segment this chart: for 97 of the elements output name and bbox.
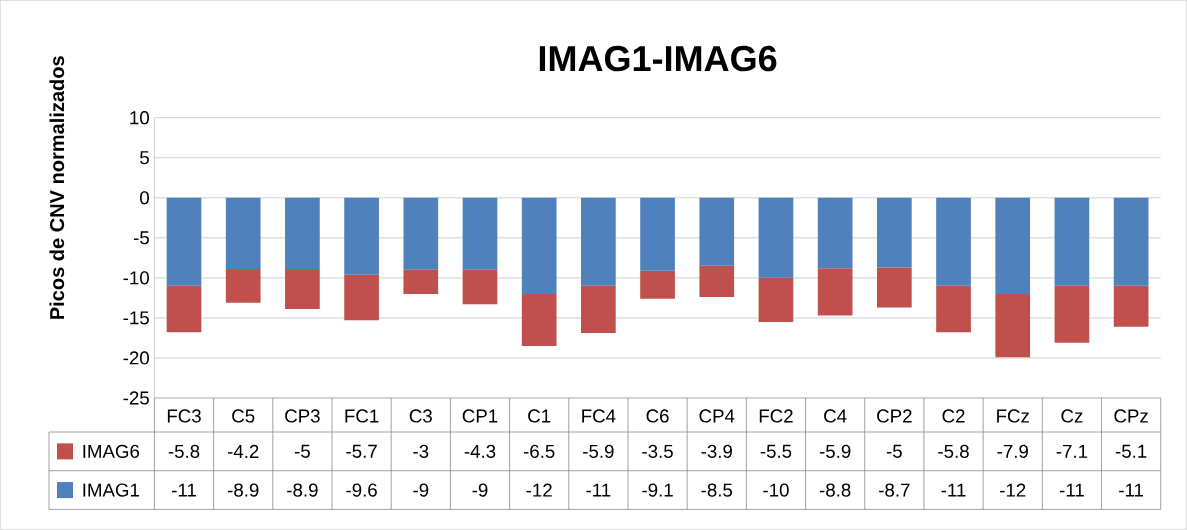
data-label: -11 xyxy=(586,483,611,497)
data-label: -6.5 xyxy=(523,444,555,459)
bar xyxy=(640,270,675,299)
bar xyxy=(936,286,971,333)
bar xyxy=(166,197,202,287)
data-label: -5.1 xyxy=(1115,444,1147,459)
data-label: -4.2 xyxy=(227,444,259,459)
y-tick-label: -5 xyxy=(133,231,149,245)
legend-label: IMAG6 xyxy=(83,444,140,459)
bar xyxy=(1113,286,1149,327)
x-tick-label: CP1 xyxy=(462,409,498,423)
data-label: -9.1 xyxy=(642,483,673,497)
bar xyxy=(344,197,379,275)
data-label: -7.1 xyxy=(1056,445,1088,458)
bar xyxy=(403,270,439,295)
data-label: -5 xyxy=(294,444,310,459)
x-tick-label: FCz xyxy=(997,409,1029,423)
data-label: -11 xyxy=(1119,483,1144,497)
x-tick-label: FC1 xyxy=(345,409,379,423)
data-label: -5.8 xyxy=(938,444,969,459)
x-tick-label: FC2 xyxy=(759,409,793,423)
y-tick-label: 5 xyxy=(140,151,149,165)
data-label: -7.9 xyxy=(997,444,1028,459)
x-tick-label: FC4 xyxy=(582,409,616,423)
bar xyxy=(521,197,557,295)
bar xyxy=(995,294,1031,358)
y-tick-label: -25 xyxy=(123,391,149,405)
y-tick-label: 10 xyxy=(130,111,149,125)
x-tick-label: C5 xyxy=(232,409,255,423)
data-label: -4.3 xyxy=(464,444,496,459)
bar xyxy=(1054,286,1090,343)
x-tick-label: Cz xyxy=(1061,409,1083,423)
x-tick-label: CP3 xyxy=(285,409,320,423)
y-tick-label: -20 xyxy=(123,351,149,365)
bar xyxy=(758,197,794,279)
y-tick-label: -10 xyxy=(123,271,149,285)
bar xyxy=(817,197,853,269)
data-label: -8.9 xyxy=(287,483,318,497)
data-label: -8.8 xyxy=(819,483,851,497)
data-label: -5.9 xyxy=(819,444,851,459)
bar xyxy=(462,270,498,305)
data-label: -11 xyxy=(172,483,196,497)
data-label: -3 xyxy=(413,444,429,459)
x-tick-label: C3 xyxy=(409,409,432,423)
bar xyxy=(640,197,675,271)
data-label: -11 xyxy=(941,483,966,497)
bar xyxy=(1054,197,1090,287)
data-label: -10 xyxy=(763,483,789,497)
data-label: -9 xyxy=(413,483,429,497)
bar xyxy=(699,197,735,266)
bar xyxy=(521,294,557,347)
data-label: -5.9 xyxy=(583,444,614,459)
data-label: -5.5 xyxy=(760,444,792,459)
data-label: -3.5 xyxy=(642,444,673,459)
bar xyxy=(758,278,794,323)
bar xyxy=(936,197,971,287)
bar xyxy=(817,268,853,316)
x-tick-label: CP4 xyxy=(699,409,735,423)
bar xyxy=(699,265,735,298)
data-label: -9.6 xyxy=(346,483,377,497)
bar xyxy=(581,197,616,287)
bar xyxy=(462,197,498,270)
legend-label: IMAG1 xyxy=(83,483,139,497)
x-tick-label: FC3 xyxy=(167,409,201,423)
bar xyxy=(403,197,439,270)
bar xyxy=(995,197,1031,295)
y-tick-label: -15 xyxy=(123,311,149,325)
bar xyxy=(285,197,320,270)
bar xyxy=(285,269,320,310)
y-tick-label: 0 xyxy=(140,191,149,205)
data-label: -5 xyxy=(886,444,902,459)
data-label: -5.8 xyxy=(168,444,200,459)
data-label: -5.7 xyxy=(346,444,377,459)
data-label: -11 xyxy=(1059,483,1084,497)
bar xyxy=(166,286,202,333)
data-label: -8.7 xyxy=(879,483,910,497)
y-axis-title: Picos de CNV normalizados xyxy=(49,56,65,319)
bar xyxy=(876,197,912,268)
bar xyxy=(344,274,379,321)
bar xyxy=(1113,197,1149,287)
bar xyxy=(225,197,261,270)
data-label: -12 xyxy=(1000,483,1026,497)
x-tick-label: CP2 xyxy=(877,409,912,423)
data-label: -12 xyxy=(526,483,552,497)
data-label: -8.5 xyxy=(701,483,733,497)
x-tick-label: C2 xyxy=(942,409,965,423)
data-label: -3.9 xyxy=(701,444,732,459)
chart-title: IMAG1-IMAG6 xyxy=(539,45,777,72)
bar xyxy=(225,269,261,303)
x-tick-label: C1 xyxy=(528,409,551,423)
bar xyxy=(876,267,912,308)
x-tick-label: C4 xyxy=(824,409,847,423)
x-tick-label: C6 xyxy=(646,409,669,423)
bar xyxy=(581,286,616,334)
data-label: -8.9 xyxy=(227,483,259,497)
x-tick-label: CPz xyxy=(1114,409,1148,423)
data-label: -9 xyxy=(472,483,488,497)
